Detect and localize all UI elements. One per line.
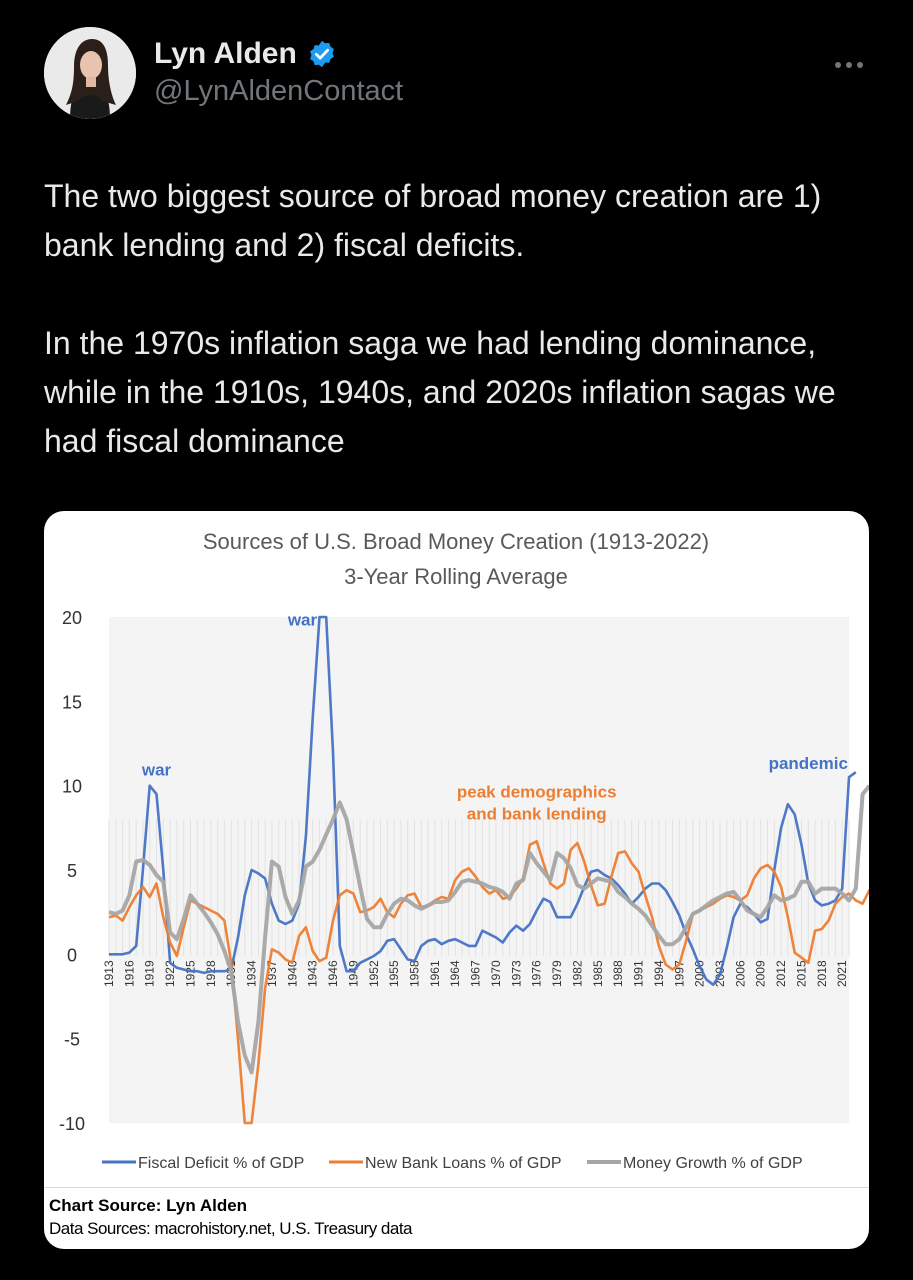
x-tick-label: 2018 <box>815 960 829 987</box>
x-tick-label: 1973 <box>509 960 523 987</box>
avatar[interactable] <box>44 27 136 119</box>
x-tick-label: 1979 <box>550 960 564 987</box>
annotation-label: pandemic <box>769 754 848 773</box>
x-tick-label: 1946 <box>326 960 340 987</box>
data-sources: Data Sources: macrohistory.net, U.S. Tre… <box>49 1219 413 1238</box>
annotation-label: peak demographics <box>457 782 617 801</box>
divider <box>44 1187 869 1188</box>
x-tick-label: 2012 <box>774 960 788 987</box>
y-tick-label: -5 <box>64 1030 80 1050</box>
tweet-header: Lyn Alden @LynAldenContact <box>44 27 874 119</box>
chart-subtitle: 3-Year Rolling Average <box>344 564 568 589</box>
x-tick-label: 1940 <box>285 960 299 987</box>
x-tick-label: 2021 <box>835 960 849 987</box>
x-tick-label: 1970 <box>489 960 503 987</box>
x-tick-label: 1913 <box>102 960 116 987</box>
legend-label-loans: New Bank Loans % of GDP <box>365 1155 562 1172</box>
x-tick-label: 1928 <box>204 960 218 987</box>
chart-title: Sources of U.S. Broad Money Creation (19… <box>203 529 709 554</box>
author-name[interactable]: Lyn Alden <box>154 37 297 70</box>
y-tick-label: 15 <box>62 692 82 712</box>
x-tick-label: 1934 <box>245 960 259 987</box>
x-tick-label: 1955 <box>387 960 401 987</box>
x-tick-label: 1919 <box>143 960 157 987</box>
series-line-money <box>108 784 869 1075</box>
legend-label-fiscal: Fiscal Deficit % of GDP <box>138 1155 304 1172</box>
verified-badge-icon <box>309 40 334 68</box>
y-tick-label: 10 <box>62 777 82 797</box>
y-tick-label: 5 <box>67 861 77 881</box>
x-tick-label: 2015 <box>794 960 808 987</box>
x-tick-label: 1982 <box>570 960 584 987</box>
x-tick-label: 1925 <box>183 960 197 987</box>
author-row: Lyn Alden <box>154 37 337 71</box>
legend-label-money: Money Growth % of GDP <box>623 1155 803 1172</box>
x-tick-label: 1967 <box>469 960 483 987</box>
x-tick-label: 2006 <box>733 960 747 987</box>
x-tick-label: 1994 <box>652 960 666 987</box>
series-line-fiscal <box>109 615 857 987</box>
y-tick-label: 0 <box>67 945 77 965</box>
x-tick-label: 1991 <box>632 960 646 987</box>
tweet-text: The two biggest source of broad money cr… <box>44 178 836 459</box>
chart-svg: Sources of U.S. Broad Money Creation (19… <box>59 529 869 1172</box>
chart-card[interactable]: Sources of U.S. Broad Money Creation (19… <box>44 511 869 1249</box>
avatar-portrait <box>44 27 136 119</box>
annotation-label: and bank lending <box>467 804 607 823</box>
y-tick-label: 20 <box>62 608 82 628</box>
more-horizontal-icon[interactable] <box>834 45 864 76</box>
annotation-label: war <box>287 610 318 629</box>
annotation-label: war <box>141 761 172 780</box>
author-handle[interactable]: @LynAldenContact <box>154 75 404 107</box>
x-tick-label: 1952 <box>367 960 381 987</box>
chart-source: Chart Source: Lyn Alden <box>49 1196 248 1215</box>
plot-area <box>109 617 849 1123</box>
x-tick-label: 1943 <box>306 960 320 987</box>
x-tick-label: 2009 <box>754 960 768 987</box>
x-tick-label: 1976 <box>530 960 544 987</box>
x-tick-label: 1916 <box>122 960 136 987</box>
x-tick-label: 1958 <box>408 960 422 987</box>
x-tick-label: 1985 <box>591 960 605 987</box>
x-tick-label: 1988 <box>611 960 625 987</box>
x-tick-label: 2000 <box>693 960 707 987</box>
x-tick-label: 1964 <box>448 960 462 987</box>
y-tick-label: -10 <box>59 1114 85 1134</box>
x-tick-label: 1961 <box>428 960 442 987</box>
